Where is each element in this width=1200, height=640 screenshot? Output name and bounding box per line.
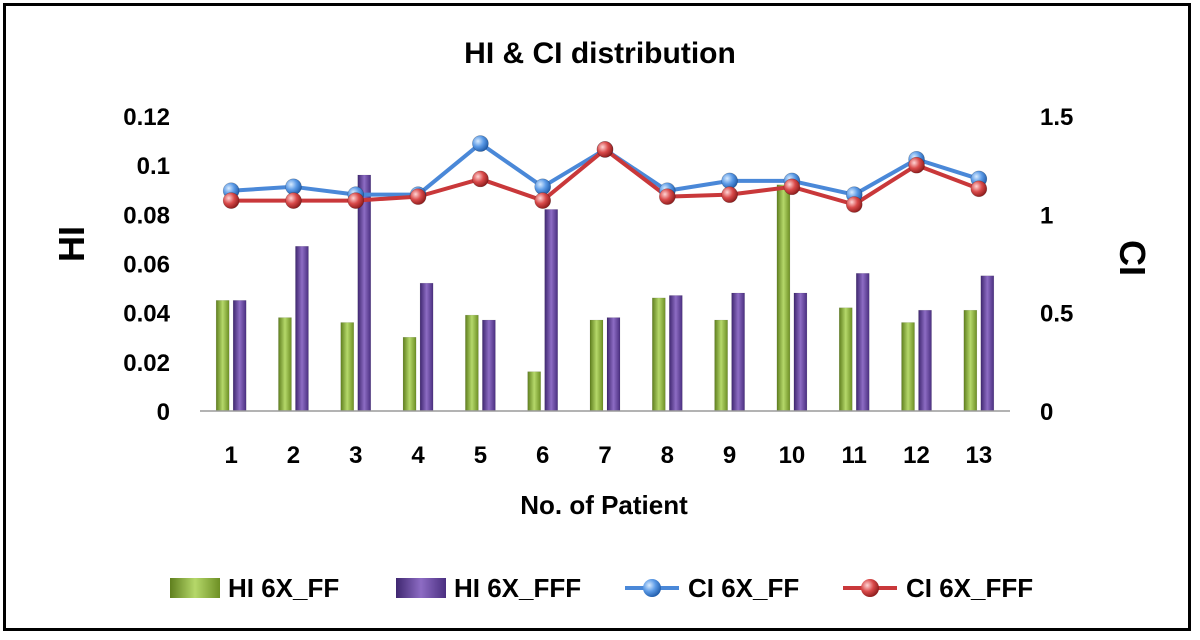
- x-tick-label: 2: [287, 442, 300, 469]
- point-ci-6x-fff: [285, 192, 302, 209]
- legend-marker: [861, 579, 879, 597]
- x-tick-label: 8: [661, 442, 674, 469]
- bar-hi-6x-fff: [855, 273, 870, 412]
- bar-hi-6x-ff: [714, 319, 728, 412]
- point-ci-6x-fff: [721, 186, 738, 203]
- legend-marker: [643, 579, 661, 597]
- bar-hi-6x-fff: [295, 246, 309, 412]
- bar-hi-6x-fff: [357, 174, 372, 412]
- x-tick-label: 11: [842, 442, 867, 469]
- x-tick-label: 9: [723, 442, 736, 469]
- bar-hi-6x-fff: [918, 309, 932, 412]
- bar-hi-6x-ff: [776, 184, 791, 412]
- bar-hi-6x-ff: [402, 337, 417, 412]
- point-ci-6x-fff: [409, 188, 427, 205]
- bar-hi-6x-fff: [793, 292, 808, 412]
- x-tick-label: 1: [224, 442, 237, 469]
- legend-hi-6x-ff: HI 6X_FF: [170, 573, 339, 603]
- legend-swatch: [170, 578, 220, 598]
- legend-label: CI 6X_FFF: [906, 573, 1033, 603]
- x-tick-label: 4: [411, 442, 425, 469]
- right-y-tick-label: 0: [1040, 399, 1053, 426]
- x-tick-label: 6: [536, 442, 549, 469]
- legend-hi-6x-fff: HI 6X_FFF: [396, 573, 581, 603]
- left-y-tick-label: 0.12: [123, 104, 170, 131]
- x-tick-label: 5: [474, 442, 487, 469]
- bar-hi-6x-ff: [340, 322, 355, 412]
- bar-hi-6x-ff: [652, 297, 666, 412]
- bar-hi-6x-fff: [232, 300, 247, 412]
- x-tick-label: 3: [349, 442, 362, 469]
- legend-swatch: [396, 578, 446, 598]
- left-y-tick-label: 0.1: [137, 153, 170, 180]
- bar-hi-6x-ff: [963, 309, 978, 412]
- point-ci-6x-ff: [472, 135, 489, 152]
- left-y-tick-label: 0: [157, 399, 170, 426]
- right-y-axis-title: CI: [1112, 240, 1153, 276]
- point-ci-6x-fff: [908, 156, 925, 174]
- legend-label: HI 6X_FF: [228, 573, 339, 603]
- point-ci-6x-fff: [472, 170, 489, 188]
- point-ci-6x-fff: [783, 178, 801, 196]
- left-y-axis-title: HI: [51, 226, 92, 262]
- bar-hi-6x-ff: [527, 371, 541, 412]
- legend-label: CI 6X_FF: [688, 573, 799, 603]
- right-y-tick-label: 1: [1040, 202, 1053, 229]
- point-ci-6x-fff: [534, 192, 551, 209]
- right-y-axis: 0 0.5 1 1.5: [1040, 104, 1073, 426]
- bar-hi-6x-fff: [544, 209, 558, 412]
- bar-hi-6x-ff: [465, 314, 479, 412]
- bar-hi-6x-ff: [838, 307, 853, 412]
- x-axis: 1 2 3 4 5 6 7 8 9 10 11 12 13: [224, 442, 992, 469]
- bar-hi-6x-fff: [731, 292, 745, 412]
- bar-hi-6x-ff: [589, 319, 604, 412]
- chart-title: HI & CI distribution: [464, 37, 736, 70]
- left-y-axis: 0 0.02 0.04 0.06 0.08 0.1 0.12: [123, 104, 170, 426]
- bar-hi-6x-fff: [669, 295, 683, 412]
- right-y-tick-label: 1.5: [1040, 104, 1073, 131]
- left-y-tick-label: 0.02: [123, 350, 170, 377]
- bar-hi-6x-ff: [278, 317, 292, 412]
- bar-hi-6x-fff: [482, 319, 496, 412]
- legend-ci-6x-fff: CI 6X_FFF: [843, 573, 1033, 603]
- left-y-tick-label: 0.04: [123, 301, 170, 328]
- bar-hi-6x-fff: [980, 275, 995, 412]
- legend-label: HI 6X_FFF: [454, 573, 581, 603]
- point-ci-6x-fff: [596, 141, 614, 158]
- x-tick-label: 13: [965, 442, 992, 469]
- line-layer: [222, 135, 988, 213]
- legend-ci-6x-ff: CI 6X_FF: [625, 573, 799, 603]
- point-ci-6x-fff: [347, 192, 365, 209]
- point-ci-6x-fff: [845, 196, 863, 213]
- bar-hi-6x-ff: [901, 322, 915, 412]
- left-y-tick-label: 0.08: [123, 202, 170, 229]
- point-ci-6x-fff: [970, 180, 988, 198]
- right-y-tick-label: 0.5: [1040, 301, 1073, 328]
- left-y-tick-label: 0.06: [123, 252, 170, 279]
- x-tick-label: 12: [903, 442, 930, 469]
- point-ci-6x-fff: [659, 188, 676, 205]
- bar-hi-6x-ff: [215, 300, 230, 412]
- x-axis-title: No. of Patient: [520, 490, 688, 520]
- bar-hi-6x-fff: [419, 282, 434, 412]
- x-tick-label: 10: [779, 442, 806, 469]
- bar-hi-6x-fff: [606, 317, 621, 412]
- point-ci-6x-fff: [222, 192, 240, 209]
- bar-layer: [215, 174, 995, 412]
- x-tick-label: 7: [598, 442, 611, 469]
- legend: HI 6X_FF HI 6X_FFF CI 6X_FF CI 6X_FFF: [170, 573, 1033, 603]
